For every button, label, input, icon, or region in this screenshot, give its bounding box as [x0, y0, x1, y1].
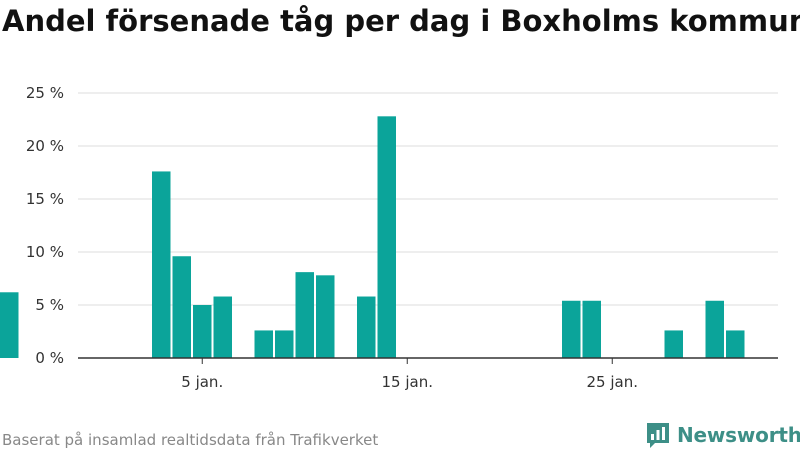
y-tick-label: 10 % — [26, 243, 64, 261]
bar — [0, 292, 19, 358]
bar — [316, 275, 335, 358]
axes: 0 % 5 % 10 % 15 % 20 % 25 % 5 jan. 15 jan. 25 ja… — [26, 84, 778, 391]
bar — [172, 256, 191, 358]
bar — [193, 305, 212, 358]
y-tick-label: 0 % — [35, 349, 64, 367]
source-note: Baserat på insamlad realtidsdata från Tr… — [2, 431, 379, 449]
chart-title: Andel försenade tåg per dag i Boxholms k… — [2, 4, 800, 38]
bar — [254, 330, 273, 358]
brand-name: Newsworthy — [677, 423, 800, 447]
bar — [275, 330, 294, 358]
bar — [562, 300, 581, 358]
bar — [705, 300, 724, 358]
bar — [582, 300, 601, 358]
bar — [664, 330, 683, 358]
y-tick-label: 5 % — [35, 296, 64, 314]
x-tick-label: 25 jan. — [587, 373, 639, 391]
bar — [377, 116, 396, 358]
x-tick-label: 15 jan. — [382, 373, 434, 391]
bar — [726, 330, 745, 358]
y-tick-label: 25 % — [26, 84, 64, 102]
y-tick-label: 15 % — [26, 190, 64, 208]
bar — [357, 296, 376, 358]
newsworthy-logo-icon — [647, 423, 669, 448]
bar — [152, 171, 171, 358]
y-tick-label: 20 % — [26, 137, 64, 155]
brand-logo: Newsworthy — [645, 421, 800, 449]
bar — [213, 296, 232, 358]
x-tick-label: 5 jan. — [181, 373, 223, 391]
bar — [295, 272, 314, 358]
bars — [0, 116, 745, 358]
